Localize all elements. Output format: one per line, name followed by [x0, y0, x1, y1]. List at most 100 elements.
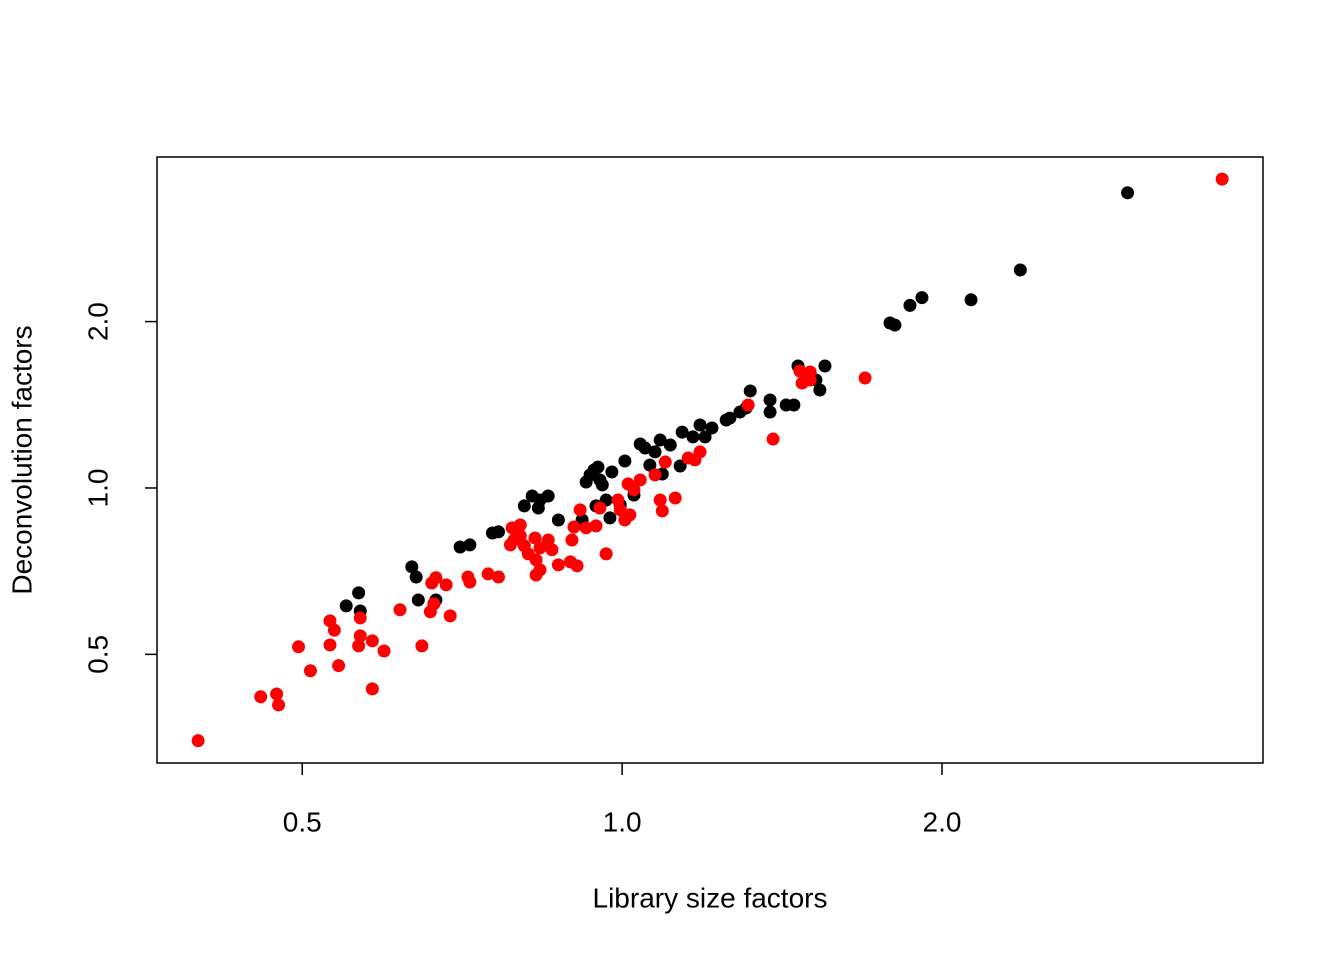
point	[705, 421, 719, 435]
point	[339, 599, 353, 613]
point	[393, 603, 407, 617]
point	[621, 477, 635, 491]
point	[803, 373, 817, 387]
x-axis-label: Library size factors	[593, 882, 828, 913]
point	[481, 567, 495, 581]
point	[1013, 263, 1027, 277]
point	[618, 454, 632, 468]
point	[565, 533, 579, 547]
point	[272, 698, 286, 712]
point	[461, 570, 475, 584]
point	[793, 364, 807, 378]
point	[719, 413, 733, 427]
point	[681, 451, 695, 465]
point	[303, 664, 317, 678]
point	[570, 559, 584, 573]
point	[1215, 172, 1229, 186]
point	[365, 634, 379, 648]
point	[545, 543, 559, 557]
point	[663, 438, 677, 452]
point	[541, 533, 555, 547]
point	[463, 538, 477, 552]
point	[292, 640, 306, 654]
point	[579, 475, 593, 489]
point	[528, 531, 542, 545]
point	[743, 384, 757, 398]
point	[533, 541, 547, 555]
point	[668, 491, 682, 505]
point	[551, 513, 565, 527]
point	[653, 493, 667, 507]
plot-frame	[156, 156, 1264, 764]
point	[766, 432, 780, 446]
point	[611, 493, 625, 507]
point	[270, 687, 284, 701]
y-tick-label: 1.0	[82, 469, 113, 508]
y-axis-label: Deconvolution factors	[6, 325, 37, 594]
point	[693, 418, 707, 432]
point	[353, 611, 367, 625]
point	[529, 568, 543, 582]
point	[405, 560, 419, 574]
point	[633, 437, 647, 451]
point	[673, 459, 687, 473]
x-tick-label: 2.0	[923, 806, 962, 837]
point	[605, 465, 619, 479]
point	[513, 518, 527, 532]
y-tick-label: 0.5	[82, 635, 113, 674]
point	[453, 540, 467, 554]
x-tick-label: 0.5	[283, 806, 322, 837]
x-tick-label: 1.0	[603, 806, 642, 837]
point	[503, 538, 517, 552]
point	[653, 433, 667, 447]
point	[409, 570, 423, 584]
point	[439, 578, 453, 592]
point	[254, 690, 268, 704]
point	[411, 593, 425, 607]
point	[573, 503, 587, 517]
point	[903, 298, 917, 312]
point	[883, 316, 897, 330]
point	[858, 371, 872, 385]
point	[485, 526, 499, 540]
point	[191, 734, 205, 748]
point	[327, 623, 341, 637]
y-tick-label: 2.0	[82, 302, 113, 341]
point	[915, 291, 929, 305]
point	[813, 383, 827, 397]
point	[443, 609, 457, 623]
point	[763, 405, 777, 419]
point	[779, 398, 793, 412]
point	[623, 508, 637, 522]
point	[491, 570, 505, 584]
point	[352, 639, 366, 653]
point	[579, 521, 593, 535]
point	[686, 430, 700, 444]
point	[655, 504, 669, 518]
point	[353, 629, 367, 643]
point	[818, 359, 832, 373]
point	[1121, 186, 1135, 200]
point	[964, 293, 978, 307]
point	[698, 430, 712, 444]
point	[633, 473, 647, 487]
point	[332, 659, 346, 673]
point	[517, 539, 531, 553]
point	[593, 501, 607, 515]
point	[352, 586, 366, 600]
point	[648, 445, 662, 459]
point	[763, 393, 777, 407]
point	[567, 520, 581, 534]
point	[613, 503, 627, 517]
point	[323, 638, 337, 652]
point	[517, 499, 531, 513]
point	[589, 519, 603, 533]
point	[525, 489, 539, 503]
point	[675, 425, 689, 439]
point	[423, 605, 437, 619]
point	[595, 478, 609, 492]
point	[658, 455, 672, 469]
point	[643, 458, 657, 472]
point	[741, 398, 755, 412]
